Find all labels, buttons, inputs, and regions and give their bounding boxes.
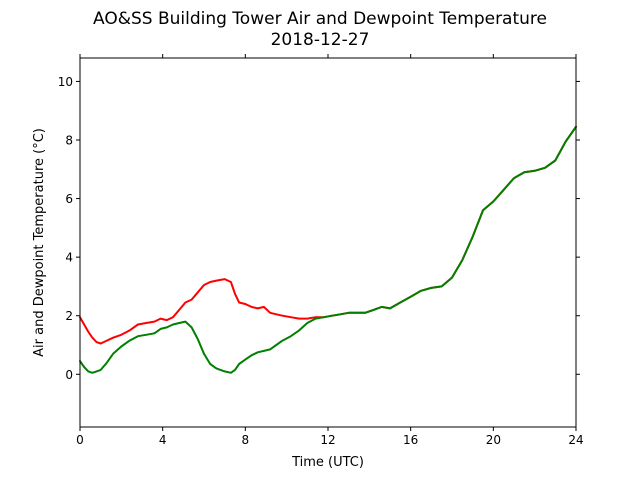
- chart-subtitle: 2018-12-27: [271, 30, 370, 50]
- y-tick-label: 10: [58, 75, 73, 89]
- y-tick-label: 6: [65, 192, 73, 206]
- x-axis-label: Time (UTC): [291, 455, 364, 470]
- x-tick-label: 24: [568, 433, 583, 447]
- x-tick-label: 12: [320, 433, 335, 447]
- x-tick-label: 4: [159, 433, 167, 447]
- y-tick-label: 2: [65, 309, 73, 323]
- x-tick-label: 20: [486, 433, 501, 447]
- dewpoint-temperature-line: [79, 125, 577, 374]
- plot-frame: [79, 57, 577, 428]
- y-tick-label: 4: [65, 251, 73, 265]
- y-tick-label: 0: [65, 368, 73, 382]
- plot-area: [79, 125, 577, 374]
- x-tick-label: 8: [242, 433, 250, 447]
- y-tick-label: 8: [65, 134, 73, 148]
- x-axis: 0 4 8 12 16 20 24: [76, 54, 584, 447]
- chart-title: AO&SS Building Tower Air and Dewpoint Te…: [93, 9, 547, 29]
- y-axis-label: Air and Dewpoint Temperature (°C): [32, 128, 47, 357]
- x-tick-label: 0: [76, 433, 84, 447]
- air-temperature-line: [79, 125, 577, 345]
- y-axis: 0 2 4 6 8 10: [58, 75, 580, 382]
- x-tick-label: 16: [403, 433, 418, 447]
